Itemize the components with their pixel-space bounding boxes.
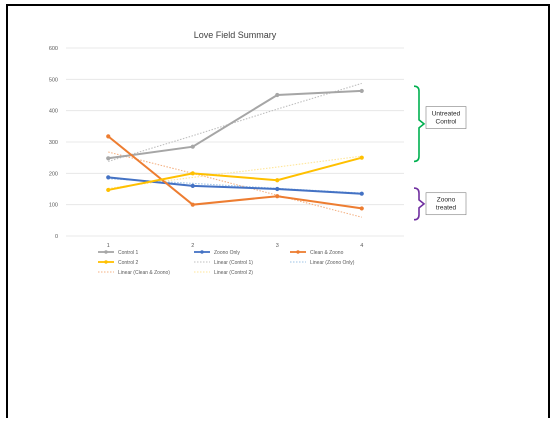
data-point [106, 175, 111, 180]
annotation-text: Control [436, 119, 458, 126]
y-tick-label: 500 [49, 77, 58, 83]
series-line [108, 89, 362, 160]
x-tick-label: 1 [107, 243, 110, 249]
y-tick-label: 400 [49, 109, 58, 115]
annotation-box [425, 192, 467, 216]
line-chart: Love Field Summary 0 100 200 300 400 500 600 1 2 3… [49, 30, 467, 276]
data-point [275, 92, 280, 98]
data-point [275, 178, 280, 183]
y-tick-label: 200 [49, 171, 58, 177]
data-point [275, 186, 280, 192]
page-frame: Love Field Summary 0 100 200 300 400 500 600 1 2 3… [6, 4, 550, 418]
data-point [275, 194, 280, 199]
legend-label: Linear (Zoono Only) [310, 260, 355, 266]
legend-label: Linear (Clean & Zoono) [118, 270, 170, 276]
trendline [108, 151, 362, 218]
data-point [359, 155, 364, 160]
annotation-text: Zoono [437, 197, 456, 204]
x-tick-label: 2 [191, 243, 194, 249]
legend-label: Linear (Control 2) [214, 270, 253, 276]
series-line [107, 135, 362, 210]
annotation-bracket [413, 187, 426, 221]
data-point [190, 202, 195, 207]
data-point [106, 134, 111, 139]
legend-marker [104, 260, 108, 264]
legend-label: Control 1 [118, 250, 139, 256]
trendline [108, 155, 362, 189]
data-point [359, 206, 364, 211]
data-point [190, 183, 195, 188]
y-tick-label: 100 [49, 203, 58, 209]
chart-area: Love Field Summary 0 100 200 300 400 500 600 1 2 3… [36, 20, 468, 282]
series-line [108, 156, 363, 191]
annotation-text: Untreated [432, 111, 461, 118]
y-tick-label: 300 [49, 140, 58, 146]
data-point [106, 187, 111, 193]
trendline [108, 82, 362, 162]
data-point [359, 191, 364, 196]
annotation-bracket [413, 85, 426, 163]
data-point [359, 88, 364, 94]
annotation-text: treated [436, 205, 457, 212]
data-point [190, 171, 195, 176]
legend-marker [200, 250, 204, 254]
x-tick-label: 3 [276, 243, 279, 249]
annotation-box [425, 106, 467, 129]
legend-label: Control 2 [118, 260, 139, 266]
y-tick-label: 600 [49, 46, 58, 52]
x-tick-label: 4 [360, 243, 363, 249]
y-tick-label: 0 [55, 234, 58, 240]
legend-marker [104, 250, 108, 254]
legend-label: Linear (Control 1) [214, 260, 253, 266]
legend-label: Clean & Zoono [310, 250, 344, 256]
data-point [106, 156, 111, 161]
data-point [190, 144, 195, 149]
legend-marker [296, 250, 300, 254]
legend-label: Zoono Only [214, 250, 240, 256]
chart-title: Love Field Summary [194, 30, 277, 40]
